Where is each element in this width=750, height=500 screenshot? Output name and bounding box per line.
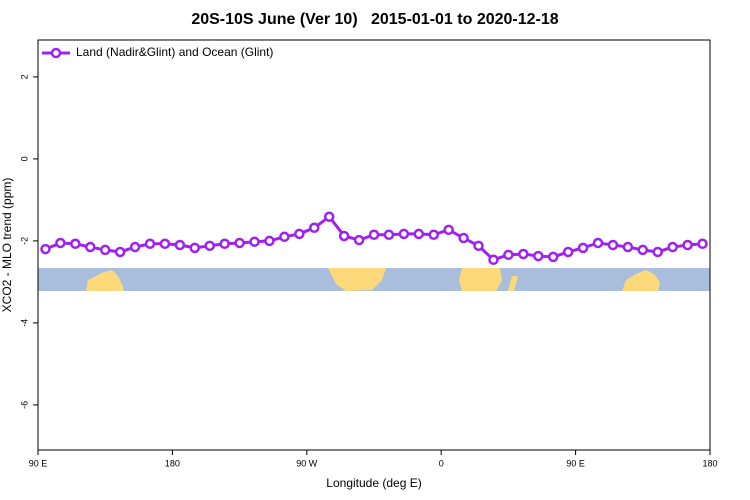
data-point xyxy=(70,238,81,250)
data-point xyxy=(383,229,395,240)
data-point xyxy=(234,237,245,249)
data-point xyxy=(114,246,126,258)
data-point xyxy=(458,232,469,244)
y-tick-label: -6 xyxy=(19,401,29,409)
land-shape xyxy=(622,270,660,291)
y-axis-label: XCO2 - MLO trend (ppm) xyxy=(0,178,14,313)
data-point xyxy=(159,238,171,250)
land-shape xyxy=(459,268,502,291)
y-tick-label: -4 xyxy=(19,319,29,327)
data-point xyxy=(443,224,454,236)
data-point xyxy=(249,236,260,247)
data-point xyxy=(174,239,186,251)
data-point xyxy=(398,228,410,240)
data-point xyxy=(637,244,649,256)
data-point xyxy=(204,240,215,252)
data-point xyxy=(622,241,634,253)
data-point xyxy=(577,242,589,254)
x-tick-label: 90 W xyxy=(296,458,318,468)
data-point xyxy=(309,222,320,234)
data-point xyxy=(518,248,529,260)
data-point xyxy=(592,237,604,249)
data-point xyxy=(85,241,96,253)
x-tick-label: 180 xyxy=(165,458,180,468)
legend-marker xyxy=(50,47,62,59)
data-point xyxy=(323,211,335,222)
data-point xyxy=(488,254,499,266)
data-point xyxy=(413,228,425,240)
data-point xyxy=(219,238,230,250)
map-strip xyxy=(38,268,710,291)
data-point xyxy=(40,243,51,255)
data-point xyxy=(547,251,559,263)
chart-title: 20S-10S June (Ver 10) 2015-01-01 to 2020… xyxy=(191,11,558,28)
data-point xyxy=(473,240,484,252)
data-point xyxy=(503,249,514,261)
x-tick-label: 0 xyxy=(439,458,444,468)
data-point xyxy=(99,244,111,256)
x-tick-label: 90 E xyxy=(566,458,585,468)
data-point xyxy=(55,237,66,249)
y-tick-label: 0 xyxy=(19,156,29,161)
data-point xyxy=(607,239,619,251)
data-point xyxy=(294,228,305,240)
data-point xyxy=(667,241,678,253)
data-point xyxy=(189,242,201,254)
data-point xyxy=(682,239,693,251)
land-shape xyxy=(508,276,518,291)
data-point xyxy=(428,229,439,240)
plot-frame xyxy=(37,39,711,451)
legend-label: Land (Nadir&Glint) and Ocean (Glint) xyxy=(76,45,273,59)
data-point xyxy=(697,238,708,250)
data-point xyxy=(652,246,663,258)
data-point xyxy=(533,250,544,262)
data-point xyxy=(279,231,290,243)
data-point xyxy=(353,234,365,246)
y-tick-label: 2 xyxy=(19,74,29,79)
data-point xyxy=(129,241,141,253)
x-tick-label: 180 xyxy=(702,458,717,468)
data-point xyxy=(368,229,380,240)
data-point xyxy=(264,235,275,247)
land-shape xyxy=(328,268,386,291)
data-point xyxy=(144,238,156,250)
x-tick-label: 90 E xyxy=(29,458,48,468)
data-point xyxy=(338,230,350,242)
land-shape xyxy=(86,270,124,291)
y-tick-label: -2 xyxy=(19,237,29,245)
x-axis-label: Longitude (deg E) xyxy=(326,476,421,490)
data-point xyxy=(562,246,574,258)
legend: Land (Nadir&Glint) and Ocean (Glint) xyxy=(42,45,273,59)
